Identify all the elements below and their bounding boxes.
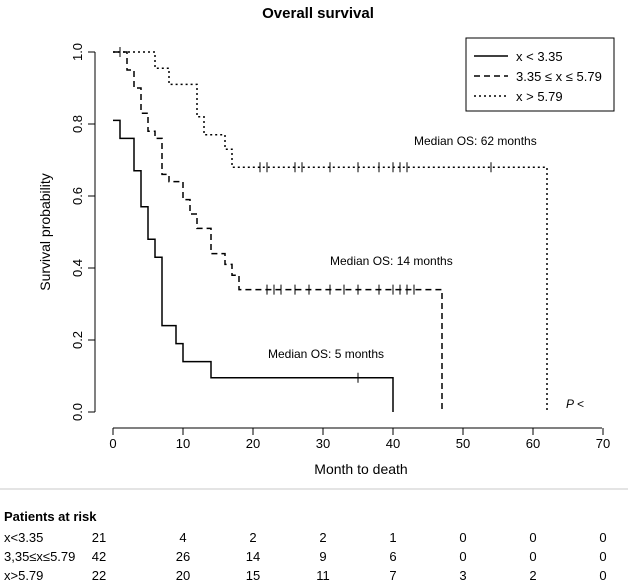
- risk-cell: 4: [179, 530, 186, 545]
- km-curve-2: [113, 51, 443, 412]
- risk-row-label: 3,35≤x≤5.79: [4, 549, 75, 564]
- risk-cell: 14: [246, 549, 260, 564]
- risk-cell: 0: [529, 530, 536, 545]
- median-os-label-1: Median OS: 5 months: [268, 347, 384, 361]
- y-axis-label: Survival probability: [37, 173, 53, 291]
- risk-cell: 7: [389, 568, 396, 583]
- risk-row-label: x<3.35: [4, 530, 43, 545]
- km-curve-3: [113, 51, 548, 412]
- y-tick-label: 0.4: [70, 259, 85, 277]
- y-tick-label: 0.2: [70, 331, 85, 349]
- p-value-annotation: P <: [566, 397, 584, 411]
- risk-cell: 22: [92, 568, 106, 583]
- y-tick-label: 0.8: [70, 115, 85, 133]
- risk-table-title: Patients at risk: [4, 509, 97, 524]
- risk-cell: 20: [176, 568, 190, 583]
- y-tick-label: 0.6: [70, 187, 85, 205]
- legend-label-2: 3.35 ≤ x ≤ 5.79: [516, 69, 602, 84]
- median-os-label-2: Median OS: 14 months: [330, 254, 453, 268]
- x-tick-label: 10: [176, 436, 190, 451]
- legend-box: [465, 37, 615, 112]
- x-axis-label: Month to death: [314, 461, 407, 477]
- x-tick-label: 0: [109, 436, 116, 451]
- risk-cell: 0: [529, 549, 536, 564]
- risk-cell: 2: [319, 530, 326, 545]
- x-tick-label: 20: [246, 436, 260, 451]
- legend: x < 3.35 3.35 ≤ x ≤ 5.79 x > 5.79: [465, 37, 615, 112]
- legend-label-3: x > 5.79: [516, 89, 563, 104]
- chart-title: Overall survival: [262, 5, 374, 22]
- y-tick-label: 0.0: [70, 403, 85, 421]
- risk-cell: 0: [459, 549, 466, 564]
- risk-cell: 0: [599, 549, 606, 564]
- x-tick-label: 50: [456, 436, 470, 451]
- x-tick-label: 30: [316, 436, 330, 451]
- x-tick-label: 70: [596, 436, 610, 451]
- x-tick-label: 60: [526, 436, 540, 451]
- risk-cell: 0: [599, 568, 606, 583]
- legend-label-1: x < 3.35: [516, 49, 563, 64]
- risk-cell: 11: [316, 568, 330, 583]
- km-curve-1: [113, 119, 394, 412]
- risk-cell: 15: [246, 568, 260, 583]
- risk-row-label: x>5.79: [4, 568, 43, 583]
- risk-cell: 26: [176, 549, 190, 564]
- median-os-label-3: Median OS: 62 months: [414, 134, 537, 148]
- risk-cell: 1: [389, 530, 396, 545]
- risk-cell: 42: [92, 549, 106, 564]
- y-tick-label: 1.0: [70, 43, 85, 61]
- x-tick-label: 40: [386, 436, 400, 451]
- risk-cell: 3: [459, 568, 466, 583]
- risk-cell: 0: [599, 530, 606, 545]
- risk-cell: 9: [319, 549, 326, 564]
- risk-cell: 2: [249, 530, 256, 545]
- risk-cell: 2: [529, 568, 536, 583]
- risk-cell: 6: [389, 549, 396, 564]
- risk-cell: 0: [459, 530, 466, 545]
- risk-cell: 21: [92, 530, 106, 545]
